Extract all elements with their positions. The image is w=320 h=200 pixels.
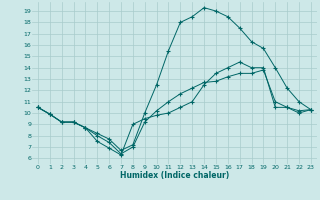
- X-axis label: Humidex (Indice chaleur): Humidex (Indice chaleur): [120, 171, 229, 180]
